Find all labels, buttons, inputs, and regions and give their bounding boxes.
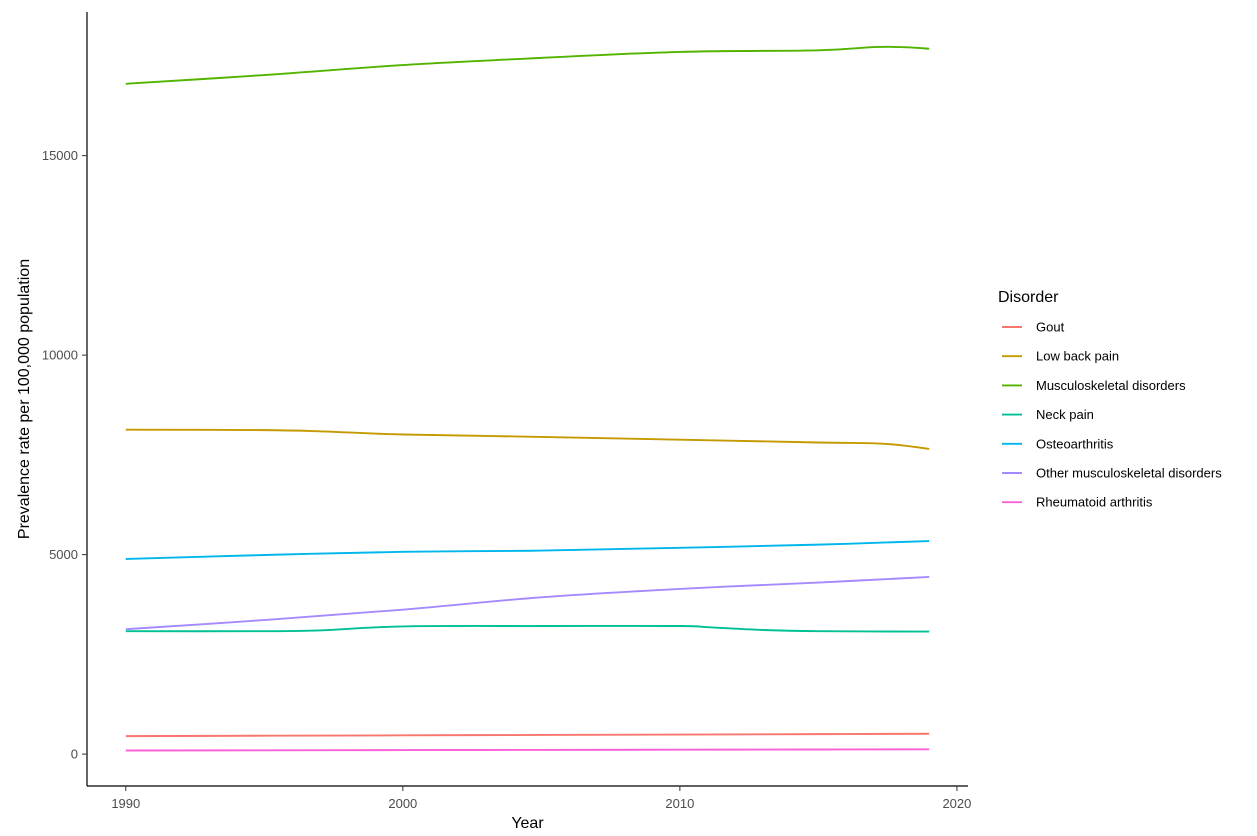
plot-layer bbox=[125, 45, 930, 752]
x-ticks: 1990 2000 2010 2020 bbox=[111, 786, 971, 811]
legend-label-gout: Gout bbox=[1036, 320, 1065, 335]
legend-title: Disorder bbox=[998, 289, 1059, 306]
x-tick-label: 1990 bbox=[111, 796, 140, 811]
axes-layer bbox=[86, 12, 968, 787]
series-line-low-back-pain bbox=[125, 428, 930, 450]
legend-label-low-back-pain: Low back pain bbox=[1036, 349, 1119, 364]
legend-label-rheumatoid-arthritis: Rheumatoid arthritis bbox=[1036, 495, 1153, 510]
legend: Disorder Gout Low back pain Musculoskeleta… bbox=[998, 289, 1222, 510]
y-tick-label: 0 bbox=[71, 747, 78, 762]
y-axis-title: Prevalence rate per 100,000 population bbox=[16, 259, 33, 539]
series-line-rheumatoid-arthritis bbox=[125, 748, 930, 752]
series-line-gout bbox=[125, 732, 930, 738]
series-line-other-musculoskeletal-disorders bbox=[125, 575, 930, 631]
series-line-musculoskeletal-disorders bbox=[125, 45, 930, 85]
y-tick-label: 10000 bbox=[42, 348, 78, 363]
y-ticks: 0 5000 10000 15000 bbox=[42, 148, 87, 762]
x-tick-label: 2010 bbox=[665, 796, 694, 811]
series-line-neck-pain bbox=[125, 624, 930, 633]
x-axis-title: Year bbox=[511, 815, 544, 831]
series-line-osteoarthritis bbox=[125, 540, 930, 560]
x-tick-label: 2020 bbox=[942, 796, 971, 811]
y-tick-label: 15000 bbox=[42, 148, 78, 163]
y-tick-label: 5000 bbox=[49, 547, 78, 562]
legend-label-other-musculoskeletal-disorders: Other musculoskeletal disorders bbox=[1036, 466, 1222, 481]
legend-label-musculoskeletal-disorders: Musculoskeletal disorders bbox=[1036, 378, 1186, 393]
x-tick-label: 2000 bbox=[388, 796, 417, 811]
legend-label-neck-pain: Neck pain bbox=[1036, 407, 1094, 422]
legend-label-osteoarthritis: Osteoarthritis bbox=[1036, 436, 1114, 451]
